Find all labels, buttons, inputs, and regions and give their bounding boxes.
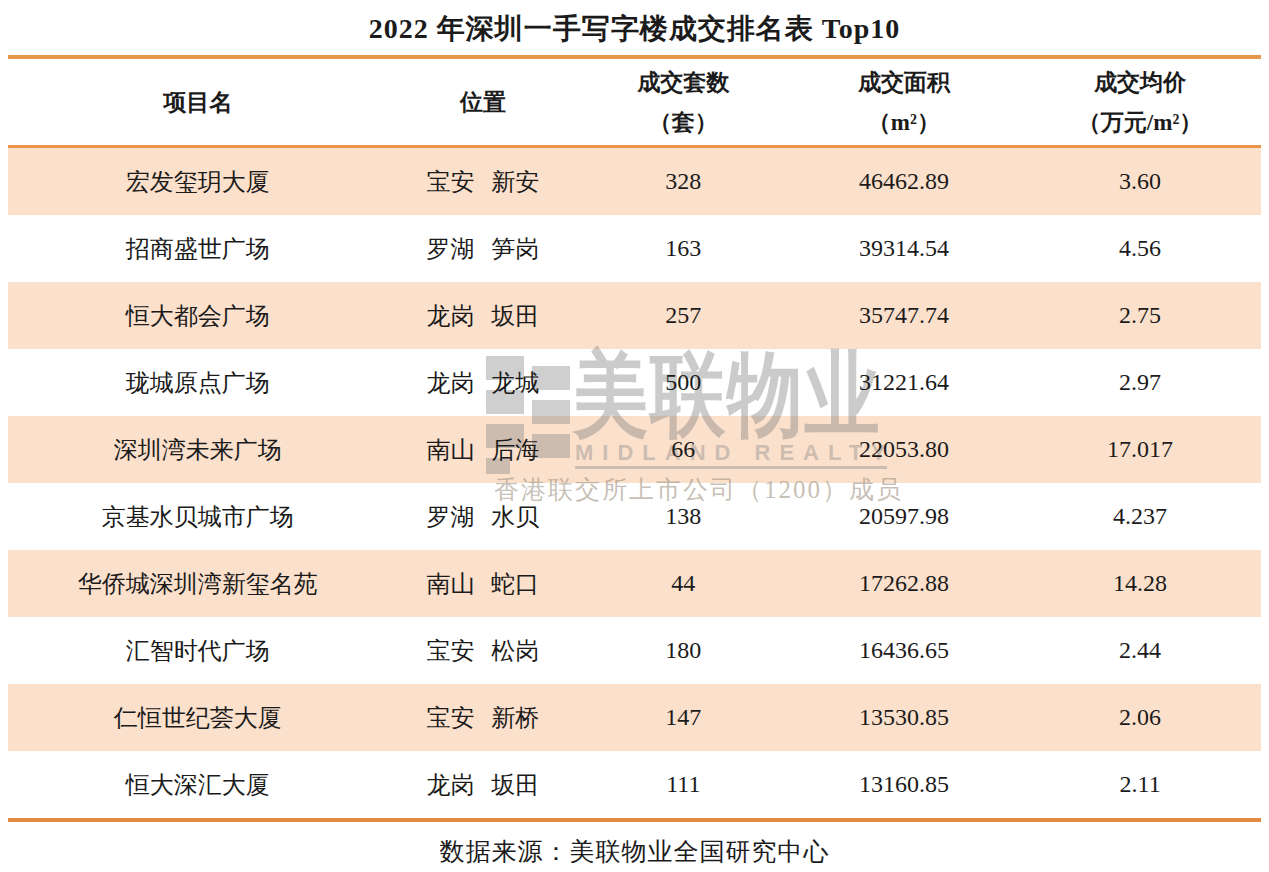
cell-units-sold: 328 [578, 148, 789, 215]
cell-avg-price: 4.56 [1019, 215, 1261, 282]
table-row: 京基水贝城市广场 罗湖 水贝 138 20597.98 4.237 [8, 483, 1261, 550]
cell-location: 龙岗 坂田 [388, 751, 578, 818]
cell-location: 龙岗 龙城 [388, 349, 578, 416]
cell-avg-price: 2.75 [1019, 282, 1261, 349]
cell-location: 宝安 松岗 [388, 617, 578, 684]
table-row: 汇智时代广场 宝安 松岗 180 16436.65 2.44 [8, 617, 1261, 684]
header-area: 成交面积 （m²） [789, 59, 1020, 148]
cell-avg-price: 3.60 [1019, 148, 1261, 215]
cell-avg-price: 17.017 [1019, 416, 1261, 483]
header-units-sold: 成交套数 （套） [578, 59, 789, 148]
cell-project-name: 珑城原点广场 [8, 349, 388, 416]
ranking-table-container: 美联物业 MIDLAND REALTY 香港联交所上市公司（1200）成员 项目… [8, 55, 1261, 822]
table-row: 珑城原点广场 龙岗 龙城 500 31221.64 2.97 [8, 349, 1261, 416]
cell-location: 南山 后海 [388, 416, 578, 483]
cell-project-name: 深圳湾未来广场 [8, 416, 388, 483]
cell-project-name: 恒大深汇大厦 [8, 751, 388, 818]
cell-avg-price: 2.06 [1019, 684, 1261, 751]
cell-project-name: 京基水贝城市广场 [8, 483, 388, 550]
table-body: 宏发玺玥大厦 宝安 新安 328 46462.89 3.60 招商盛世广场 罗湖… [8, 148, 1261, 818]
cell-location: 宝安 新桥 [388, 684, 578, 751]
cell-area: 16436.65 [789, 617, 1020, 684]
cell-avg-price: 2.44 [1019, 617, 1261, 684]
cell-area: 31221.64 [789, 349, 1020, 416]
cell-avg-price: 14.28 [1019, 550, 1261, 617]
ranking-table: 项目名 位置 成交套数 （套） 成交面积 （m²） [8, 59, 1261, 818]
cell-project-name: 华侨城深圳湾新玺名苑 [8, 550, 388, 617]
page-title: 2022 年深圳一手写字楼成交排名表 Top10 [0, 0, 1269, 55]
cell-location: 罗湖 水贝 [388, 483, 578, 550]
cell-units-sold: 66 [578, 416, 789, 483]
cell-location: 罗湖 笋岗 [388, 215, 578, 282]
cell-area: 39314.54 [789, 215, 1020, 282]
cell-project-name: 仁恒世纪荟大厦 [8, 684, 388, 751]
cell-area: 13530.85 [789, 684, 1020, 751]
cell-area: 46462.89 [789, 148, 1020, 215]
header-location: 位置 [388, 59, 578, 148]
cell-units-sold: 147 [578, 684, 789, 751]
cell-project-name: 招商盛世广场 [8, 215, 388, 282]
cell-area: 13160.85 [789, 751, 1020, 818]
cell-project-name: 宏发玺玥大厦 [8, 148, 388, 215]
cell-area: 35747.74 [789, 282, 1020, 349]
cell-avg-price: 4.237 [1019, 483, 1261, 550]
cell-project-name: 恒大都会广场 [8, 282, 388, 349]
header-project-name: 项目名 [8, 59, 388, 148]
cell-avg-price: 2.97 [1019, 349, 1261, 416]
cell-area: 22053.80 [789, 416, 1020, 483]
table-row: 深圳湾未来广场 南山 后海 66 22053.80 17.017 [8, 416, 1261, 483]
header-avg-price: 成交均价 （万元/m²） [1019, 59, 1261, 148]
report-figure: 2022 年深圳一手写字楼成交排名表 Top10 美联物业 MIDLAND RE… [0, 0, 1269, 868]
data-source: 数据来源：美联物业全国研究中心 [0, 835, 1269, 868]
table-header: 项目名 位置 成交套数 （套） 成交面积 （m²） [8, 59, 1261, 148]
table-row: 仁恒世纪荟大厦 宝安 新桥 147 13530.85 2.06 [8, 684, 1261, 751]
cell-units-sold: 163 [578, 215, 789, 282]
cell-units-sold: 500 [578, 349, 789, 416]
cell-units-sold: 257 [578, 282, 789, 349]
cell-location: 南山 蛇口 [388, 550, 578, 617]
cell-project-name: 汇智时代广场 [8, 617, 388, 684]
table-row: 恒大都会广场 龙岗 坂田 257 35747.74 2.75 [8, 282, 1261, 349]
cell-units-sold: 180 [578, 617, 789, 684]
table-row: 恒大深汇大厦 龙岗 坂田 111 13160.85 2.11 [8, 751, 1261, 818]
cell-units-sold: 138 [578, 483, 789, 550]
table-row: 宏发玺玥大厦 宝安 新安 328 46462.89 3.60 [8, 148, 1261, 215]
table-row: 华侨城深圳湾新玺名苑 南山 蛇口 44 17262.88 14.28 [8, 550, 1261, 617]
cell-location: 龙岗 坂田 [388, 282, 578, 349]
cell-units-sold: 111 [578, 751, 789, 818]
header-row: 项目名 位置 成交套数 （套） 成交面积 （m²） [8, 59, 1261, 148]
table-row: 招商盛世广场 罗湖 笋岗 163 39314.54 4.56 [8, 215, 1261, 282]
cell-location: 宝安 新安 [388, 148, 578, 215]
cell-units-sold: 44 [578, 550, 789, 617]
cell-avg-price: 2.11 [1019, 751, 1261, 818]
cell-area: 20597.98 [789, 483, 1020, 550]
cell-area: 17262.88 [789, 550, 1020, 617]
